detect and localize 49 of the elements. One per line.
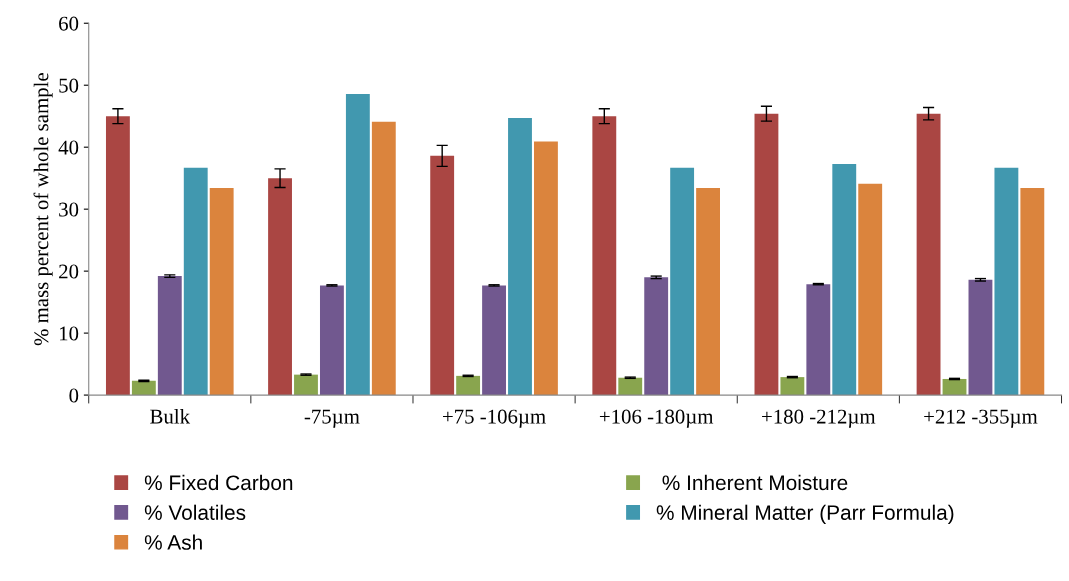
bar xyxy=(534,141,558,396)
legend-label: % Volatiles xyxy=(144,504,246,520)
y-tick-label: 0 xyxy=(69,388,79,403)
bar xyxy=(345,93,370,396)
legend-label: % Fixed Carbon xyxy=(144,474,293,491)
bar xyxy=(268,178,292,396)
bar xyxy=(1020,188,1045,396)
bar xyxy=(209,188,234,396)
bar xyxy=(456,375,481,396)
x-tick-label: +106 -180µm xyxy=(599,409,714,428)
bar xyxy=(371,121,396,396)
bar xyxy=(858,183,883,396)
bar xyxy=(994,167,1019,396)
bar xyxy=(832,163,857,396)
bar xyxy=(105,116,130,396)
y-tick-label: 50 xyxy=(59,78,79,93)
bar xyxy=(319,285,344,396)
bar xyxy=(670,167,695,396)
x-tick-label: +180 -212µm xyxy=(762,409,876,428)
x-tick-label: +75 -106µm xyxy=(443,409,546,428)
legend-label: % Mineral Matter (Parr Formula) xyxy=(656,504,954,525)
y-tick-label: 30 xyxy=(59,202,79,217)
y-tick-label: 10 xyxy=(60,326,79,341)
y-tick-label: 20 xyxy=(59,264,79,279)
bar xyxy=(644,277,669,396)
bar xyxy=(131,380,156,396)
bar xyxy=(916,113,941,396)
x-tick-label: -75µm xyxy=(304,409,360,428)
y-tick-label: 60 xyxy=(59,16,79,31)
bar xyxy=(806,284,831,396)
bar xyxy=(592,116,617,396)
bar xyxy=(157,276,182,396)
y-axis-title: % mass percent of whole sample xyxy=(33,73,53,346)
bar xyxy=(968,279,993,396)
bar xyxy=(696,188,720,396)
x-tick-label: +212 -355µm xyxy=(924,409,1038,428)
y-tick-label: 40 xyxy=(58,140,79,155)
bar xyxy=(618,377,643,396)
x-tick-label: Bulk xyxy=(150,408,191,424)
bar xyxy=(508,118,532,396)
legend-label: % Inherent Moisture xyxy=(662,474,848,491)
bar xyxy=(294,374,318,396)
bar xyxy=(942,378,967,396)
legend-label: % Ash xyxy=(144,534,202,550)
bar xyxy=(183,167,208,396)
bar xyxy=(780,377,805,396)
bar xyxy=(754,113,779,396)
bar xyxy=(430,155,455,396)
bar xyxy=(482,285,506,396)
